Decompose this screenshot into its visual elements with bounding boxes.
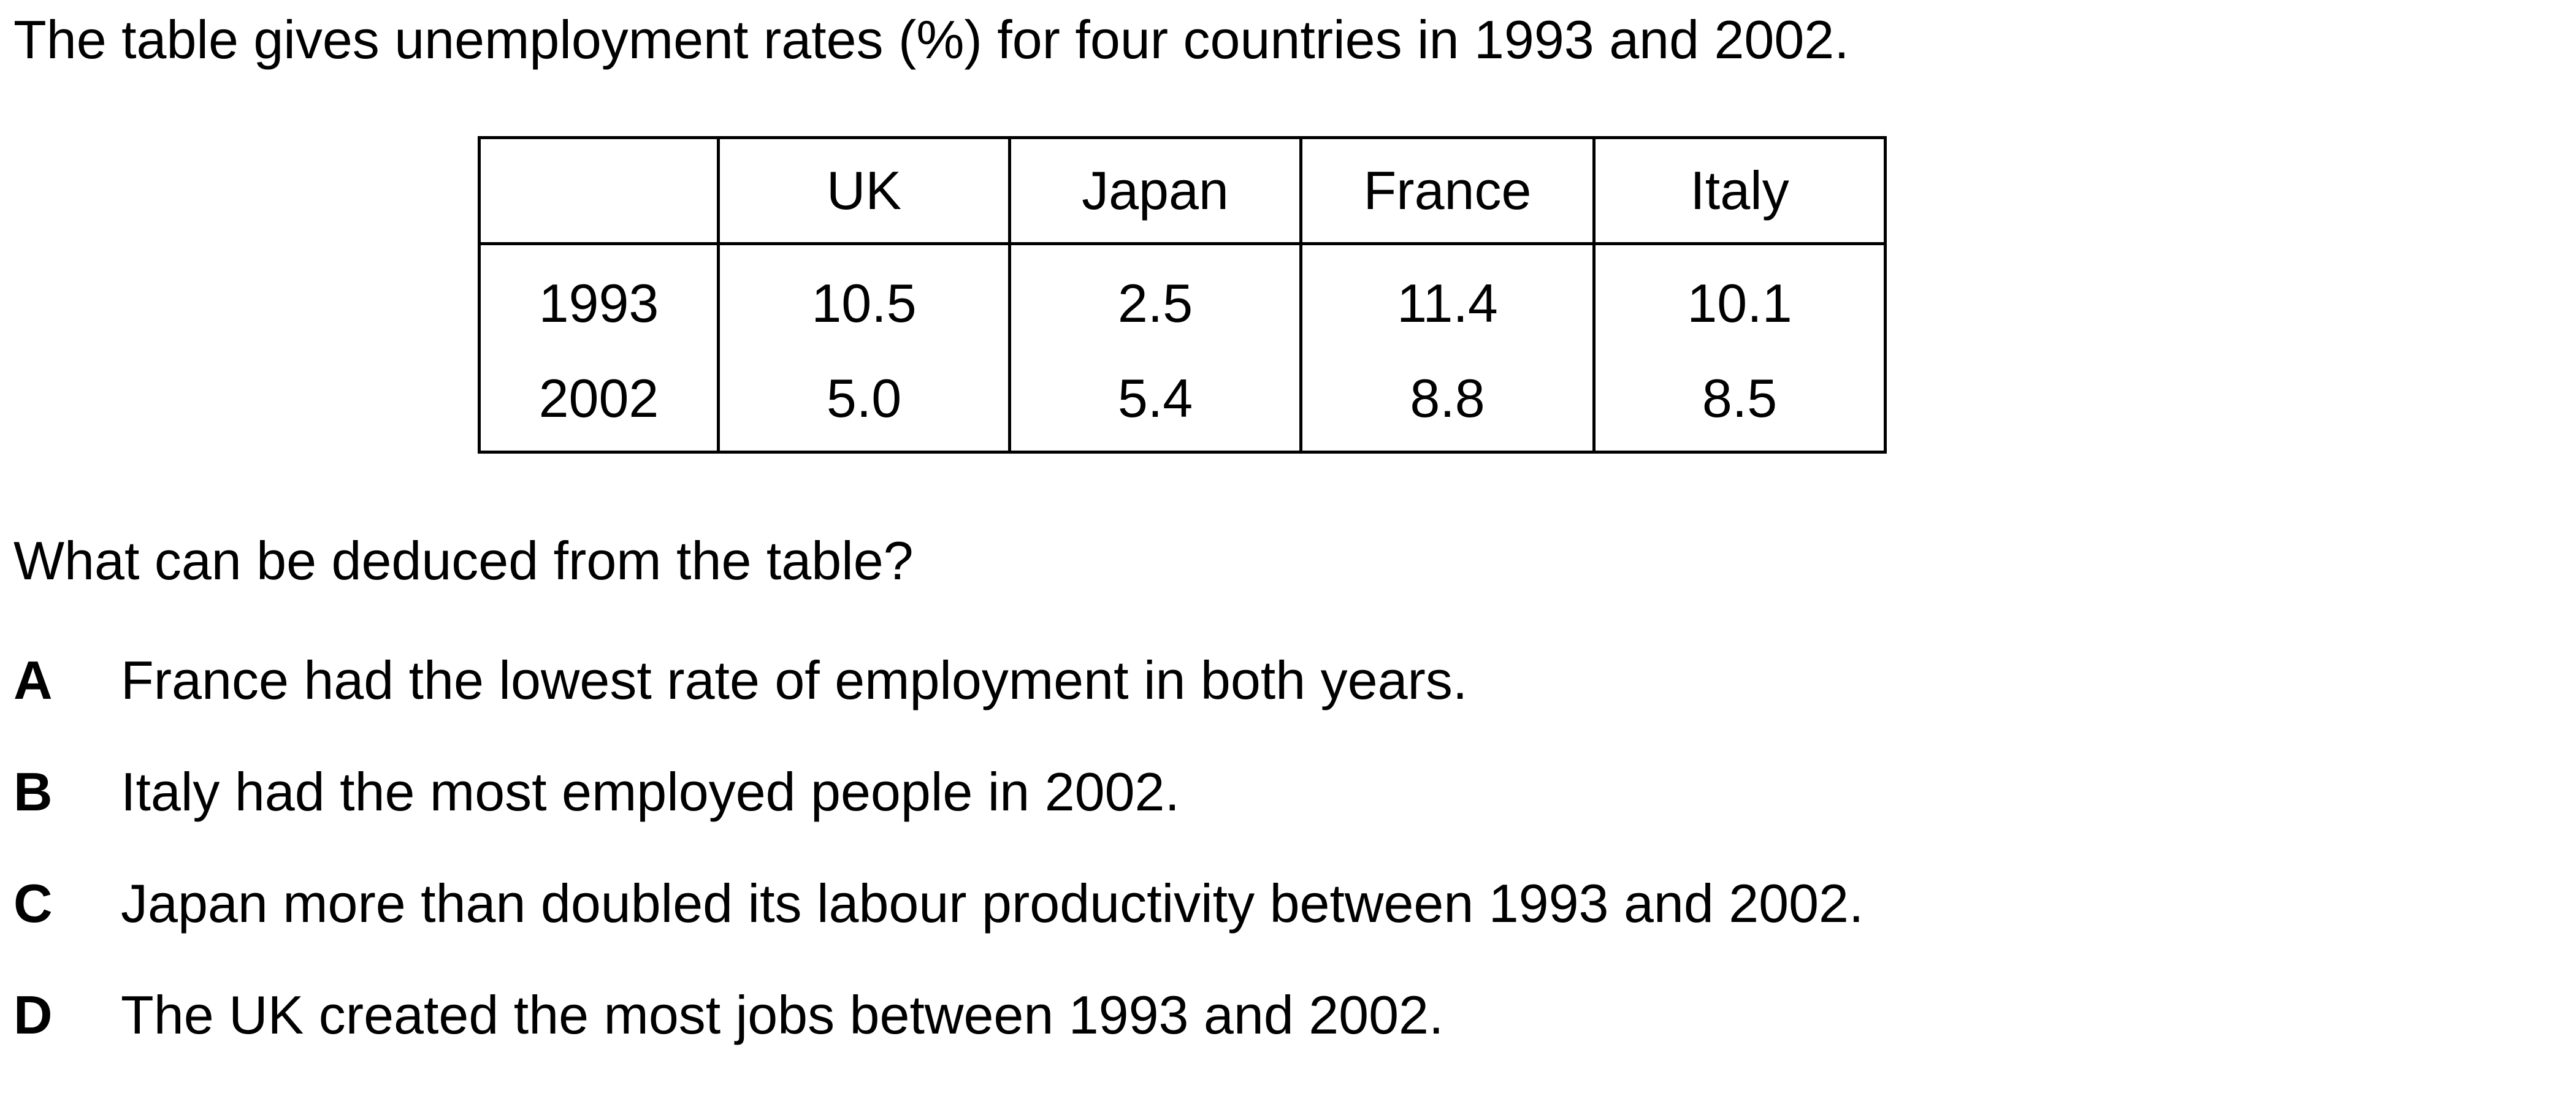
row-year-cell: 2002 [478, 362, 720, 454]
table-row: 2002 5.0 5.4 8.8 8.5 [478, 362, 1887, 454]
column-header-japan: Japan [1008, 136, 1302, 245]
option-text: Italy had the most employed people in 20… [121, 761, 1180, 822]
intro-text: The table gives unemployment rates (%) f… [13, 9, 1849, 70]
option-text: The UK created the most jobs between 199… [121, 984, 1444, 1045]
table-cell: 5.0 [717, 362, 1011, 454]
question-text: What can be deduced from the table? [13, 530, 914, 591]
unemployment-table: UK Japan France Italy 1993 10.5 2.5 11.4… [478, 136, 1887, 454]
column-header-uk: UK [717, 136, 1011, 245]
column-header-italy: Italy [1592, 136, 1887, 245]
table-cell: 2.5 [1008, 243, 1302, 362]
table-cell: 8.5 [1592, 362, 1887, 454]
row-year-cell: 1993 [478, 243, 720, 362]
table-header-row: UK Japan France Italy [478, 136, 1887, 245]
table-cell: 10.1 [1592, 243, 1887, 362]
option-text: Japan more than doubled its labour produ… [121, 873, 1864, 934]
table-corner-cell [478, 136, 720, 245]
option-letter: C [13, 873, 53, 934]
table-cell: 5.4 [1008, 362, 1302, 454]
option-letter: B [13, 761, 53, 822]
table-cell: 10.5 [717, 243, 1011, 362]
option-letter: D [13, 984, 53, 1045]
option-text: France had the lowest rate of employment… [121, 650, 1468, 710]
column-header-france: France [1299, 136, 1596, 245]
table-cell: 8.8 [1299, 362, 1596, 454]
table-row: 1993 10.5 2.5 11.4 10.1 [478, 243, 1887, 362]
table-cell: 11.4 [1299, 243, 1596, 362]
option-letter: A [13, 650, 53, 710]
